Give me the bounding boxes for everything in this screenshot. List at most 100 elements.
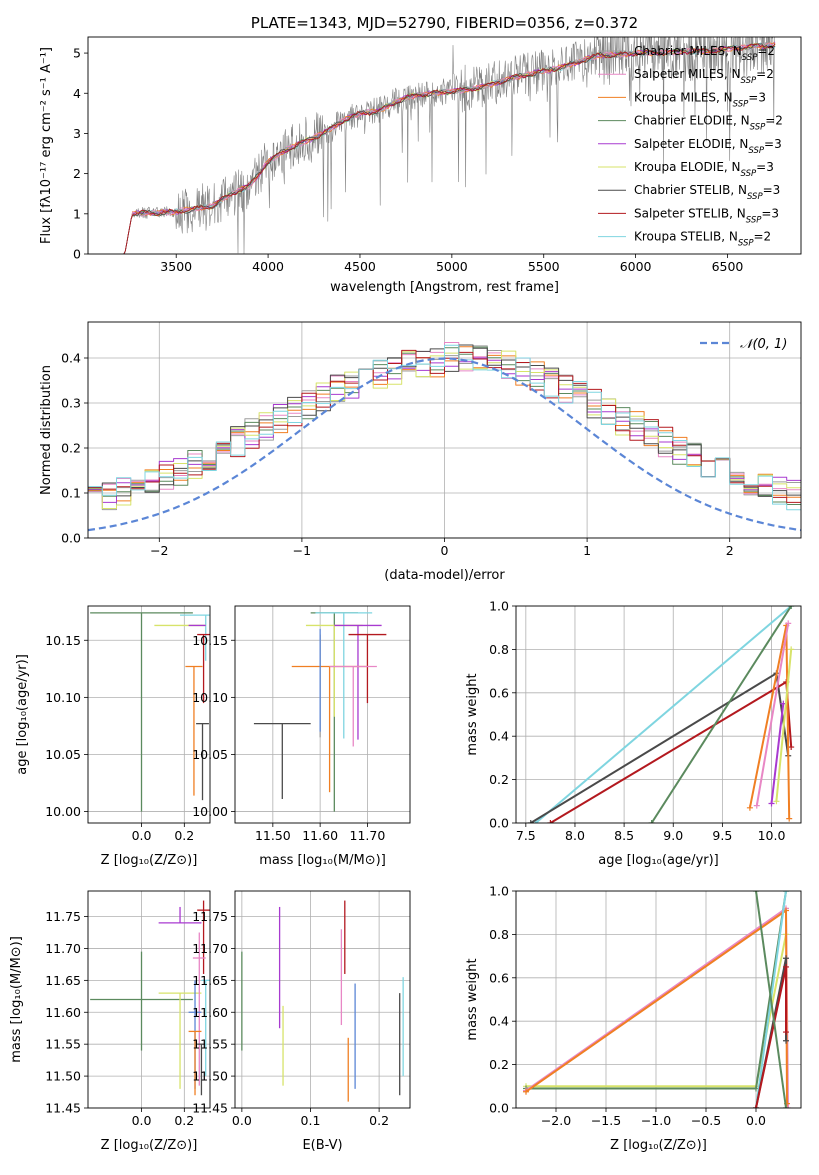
legend-entry-count: =3 [763, 183, 781, 197]
residuals-plot-area [88, 322, 801, 538]
weight-line [755, 891, 787, 1108]
weight-marker [785, 1105, 791, 1108]
weight-marker [527, 820, 534, 823]
weight_vs_Z-ytick-label: 0.2 [489, 1057, 509, 1072]
age_vs_Z-ylabel: age [log₁₀(age/yr)] [15, 654, 30, 775]
age_vs_Z-frame [87, 605, 211, 824]
weight-line [525, 909, 788, 1104]
weight-marker [783, 1029, 789, 1036]
legend-entry: Kroupa STELIB, NSSP=2 [634, 230, 771, 249]
weight_vs_age-xtick-label: 8.5 [614, 828, 634, 843]
age_vs_mass-xlabel: mass [log₁₀(M/M⊙)] [259, 853, 386, 868]
legend-entry-count: =3 [761, 206, 779, 220]
legend-entry-subscript: SSP [738, 239, 754, 249]
residuals-xtick-label: −2 [150, 543, 168, 558]
weight_vs_Z-ytick-label: 0.0 [489, 1101, 509, 1116]
spectrum-xtick-label: 5000 [436, 259, 468, 274]
mass_vs_Z-xtick-label: 0.2 [174, 1113, 194, 1128]
weight-marker [788, 646, 795, 653]
mass_vs_ebv-xtick-label: 0.2 [369, 1113, 389, 1128]
spectrum-xtick-label: 4000 [252, 259, 284, 274]
weight_vs_age-xtick-label: 9.5 [712, 828, 732, 843]
mass_vs_Z-plot-area [88, 891, 210, 1108]
weight_vs_age-xlabel: age [log₁₀(age/yr)] [598, 853, 719, 868]
legend-entry-subscript: SSP [742, 53, 758, 63]
weight-marker [746, 804, 753, 811]
mass_vs_ebv-ytick-label: 11.50 [192, 1069, 228, 1084]
residuals-ytick-label: 0.2 [61, 441, 81, 456]
mass_vs_ebv-xtick-label: 0.0 [232, 1113, 252, 1128]
mass_vs_ebv-xlabel: E(B-V) [302, 1138, 342, 1153]
legend-entry-count: =3 [748, 90, 766, 104]
weight-line [775, 649, 793, 802]
spectrum-frame [87, 36, 802, 255]
weight_vs_age-ytick-label: 0.2 [489, 772, 509, 787]
weight-marker [786, 815, 793, 822]
mass_vs_ebv-plot-area [235, 891, 410, 1108]
residuals-xtick-label: 1 [583, 543, 591, 558]
weight-marker [788, 606, 795, 609]
mass_vs_Z-ytick-label: 11.75 [45, 909, 81, 924]
weight_vs_age-ylabel: mass weight [465, 673, 480, 755]
legend-entry-count: =3 [764, 137, 782, 151]
spectrum-ytick-label: 1 [73, 206, 81, 221]
spectrum-ylabel: Flux [fλ10⁻¹⁷ erg cm⁻² s⁻¹ A⁻¹] [39, 47, 54, 244]
mass_vs_ebv-ytick-label: 11.70 [192, 941, 228, 956]
weight_vs_age-ytick-label: 0.6 [489, 685, 509, 700]
weight-marker [753, 1105, 759, 1108]
weight-line [530, 672, 790, 823]
residuals-ylabel: Normed distribution [39, 365, 54, 495]
mass_vs_ebv-ytick-label: 11.45 [192, 1101, 228, 1116]
legend-entry: Kroupa MILES, NSSP=3 [634, 90, 766, 109]
mass_vs_ebv-ytick-label: 11.75 [192, 909, 228, 924]
age_vs_mass-plot-area [235, 606, 410, 823]
weight-marker [783, 963, 789, 970]
weight-marker [547, 820, 554, 823]
weight_vs_age-ytick-label: 1.0 [489, 599, 509, 614]
mass_vs_Z-ytick-label: 11.60 [45, 1005, 81, 1020]
spectrum-plot-area [123, 37, 776, 254]
weight_vs_age-xtick-label: 9.0 [663, 828, 683, 843]
legend-entry-label: Salpeter ELODIE, N [634, 137, 748, 151]
weight-line [525, 907, 789, 1108]
weight_vs_Z-ytick-label: 0.8 [489, 927, 509, 942]
weight_vs_age-plot-area [516, 606, 801, 823]
weight_vs_Z-xtick-label: −1.5 [591, 1113, 621, 1128]
weight-marker [783, 1105, 789, 1108]
legend-entry-subscript: SSP [741, 76, 757, 86]
age_vs_mass-xtick-label: 11.50 [255, 828, 291, 843]
age_vs_Z-xtick-label: 0.0 [132, 828, 152, 843]
age_vs_Z-ytick-label: 10.15 [45, 633, 81, 648]
residuals-xtick-label: −1 [293, 543, 311, 558]
legend-entry-subscript: SSP [741, 169, 757, 179]
mass_vs_Z-ytick-label: 11.70 [45, 941, 81, 956]
mass_vs_Z-frame [87, 890, 211, 1109]
weight_vs_age-ytick-label: 0.8 [489, 642, 509, 657]
legend-entry: Chabrier ELODIE, NSSP=2 [634, 114, 783, 133]
weight_vs_Z-ytick-label: 1.0 [489, 884, 509, 899]
mass_vs_ebv-ytick-label: 11.55 [192, 1037, 228, 1052]
residuals-axes: −2 −1 0 1 2 0.0 0.1 0.2 0.3 0.4 (data-model)/error… [39, 321, 802, 583]
weight-line [650, 606, 793, 823]
legend-entry-label: Kroupa STELIB, N [634, 230, 738, 244]
legend-entry: Salpeter STELIB, NSSP=3 [634, 206, 779, 225]
spectrum-ytick-label: 0 [73, 247, 81, 262]
age_vs_mass-xtick-label: 11.70 [350, 828, 386, 843]
weight_vs_Z-axes: −2.0 −1.5 −1.0 −0.5 0.0 0.0 0.2 0.4 0.6 0.8 1.0 Z [… [465, 884, 802, 1153]
legend-entry-count: =2 [756, 67, 774, 81]
spectrum-xtick-label: 3500 [160, 259, 192, 274]
weight-marker [648, 820, 655, 823]
residuals-ytick-label: 0.0 [61, 531, 81, 546]
histogram-series-line [88, 344, 801, 511]
legend-entry-label: Chabrier MILES, N [634, 44, 742, 58]
weight-line [770, 703, 785, 804]
legend-entry-label: Kroupa MILES, N [634, 90, 733, 104]
weight_vs_age-xtick-label: 8.0 [565, 828, 585, 843]
mass_vs_ebv-ytick-label: 11.65 [192, 973, 228, 988]
spectrum-axes: 3500 4000 4500 5000 5500 6000 6500 0 1 2 3 4 5 wavele… [39, 14, 802, 295]
weight-line [535, 606, 792, 823]
weight-marker [783, 1037, 789, 1044]
mass_vs_Z-ylabel: mass [log₁₀(M/M⊙)] [9, 936, 24, 1063]
spectrum-ytick-label: 5 [73, 46, 81, 61]
